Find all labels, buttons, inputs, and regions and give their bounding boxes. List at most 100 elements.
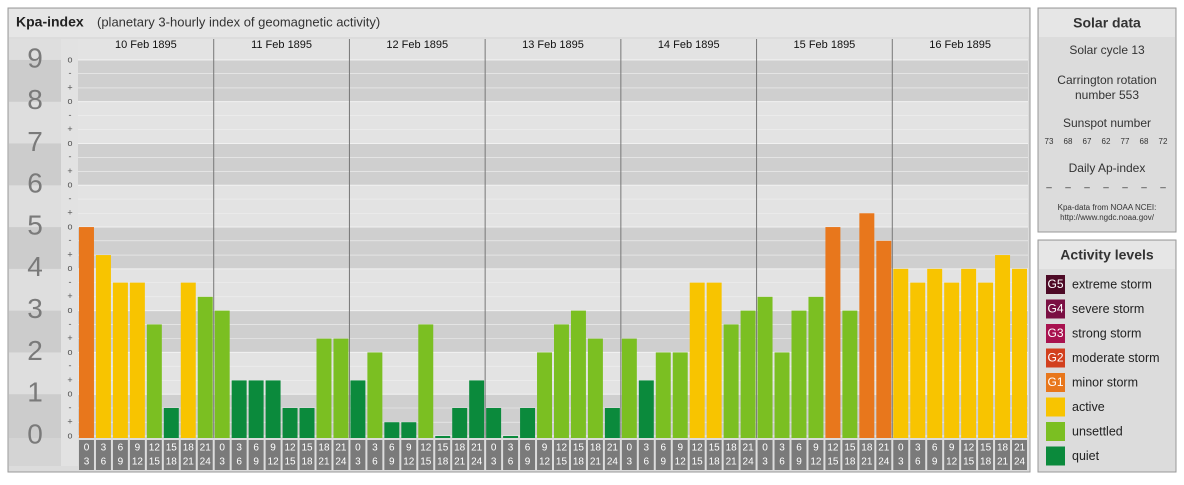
interval-cell <box>231 440 247 470</box>
interval-cell <box>978 440 994 470</box>
interval-cell <box>740 440 756 470</box>
interval-start: 15 <box>980 443 992 454</box>
bar <box>79 227 94 438</box>
interval-cell <box>95 440 111 470</box>
level-label: severe storm <box>1072 302 1144 316</box>
bar <box>316 338 332 438</box>
interval-cell <box>910 440 926 470</box>
interval-start: 18 <box>726 443 738 454</box>
interval-end: 9 <box>796 457 802 468</box>
sunspot-number: 77 <box>1121 137 1130 146</box>
interval-cell <box>537 440 552 470</box>
interval-end: 15 <box>149 457 161 468</box>
interval-end: 6 <box>644 457 650 468</box>
bar <box>672 352 688 438</box>
interval-cell <box>520 440 536 470</box>
bar <box>944 282 960 438</box>
minor-tick-label: - <box>69 361 72 371</box>
ap-value: – <box>1065 183 1071 194</box>
interval-end: 3 <box>491 457 497 468</box>
sunspot-number: 68 <box>1064 137 1073 146</box>
bar <box>418 324 434 438</box>
level-label: active <box>1072 400 1105 414</box>
bar <box>112 282 128 438</box>
source: Kpa-data from NOAA NCEI: <box>1058 203 1157 212</box>
bar <box>299 408 315 438</box>
bar <box>910 282 926 438</box>
level-code: G4 <box>1047 302 1063 316</box>
minor-tick-label: - <box>69 277 72 287</box>
interval-end: 9 <box>118 457 124 468</box>
day-label: 10 Feb 1895 <box>115 39 177 51</box>
minor-tick-label: + <box>67 208 72 218</box>
interval-cell <box>503 440 519 470</box>
interval-end: 21 <box>861 457 873 468</box>
interval-start: 9 <box>949 443 955 454</box>
interval-cell <box>638 440 654 470</box>
y-tick-label: 3 <box>27 293 43 324</box>
interval-start: 12 <box>827 443 839 454</box>
interval-cell <box>842 440 858 470</box>
minor-tick-label: - <box>69 68 72 78</box>
interval-end: 21 <box>454 457 466 468</box>
interval-end: 12 <box>810 457 822 468</box>
y-band <box>9 101 61 144</box>
y-tick-label: 7 <box>27 126 43 157</box>
bar <box>384 422 400 438</box>
interval-cell <box>469 440 485 470</box>
interval-end: 3 <box>762 457 768 468</box>
interval-end: 24 <box>200 457 212 468</box>
bar <box>757 296 773 438</box>
interval-end: 15 <box>692 457 704 468</box>
level-code: G3 <box>1047 326 1063 340</box>
y-band <box>9 143 61 186</box>
interval-end: 24 <box>1014 457 1026 468</box>
bar <box>621 338 637 438</box>
ap-value: – <box>1122 183 1128 194</box>
minor-tick-label: - <box>69 402 72 412</box>
solar-cycle: Solar cycle 13 <box>1069 43 1145 57</box>
y-band <box>9 39 61 60</box>
y-tick-label: 9 <box>27 42 43 73</box>
minor-tick-label: + <box>67 82 72 92</box>
y-tick-label: 1 <box>27 377 43 408</box>
level-swatch <box>1046 324 1065 343</box>
bar <box>129 282 145 438</box>
interval-start: 15 <box>709 443 721 454</box>
interval-start: 21 <box>607 443 619 454</box>
minor-tick-label: + <box>67 375 72 385</box>
interval-start: 15 <box>301 443 313 454</box>
interval-cell <box>112 440 128 470</box>
bar <box>808 296 824 438</box>
interval-cell <box>367 440 383 470</box>
interval-cell <box>265 440 281 470</box>
carrington: Carrington rotation <box>1057 73 1156 87</box>
minor-tick-label: + <box>67 166 72 176</box>
interval-cell <box>825 440 841 470</box>
interval-cell <box>944 440 960 470</box>
interval-start: 6 <box>389 443 395 454</box>
interval-cell <box>316 440 332 470</box>
interval-start: 15 <box>166 443 178 454</box>
interval-end: 6 <box>372 457 378 468</box>
interval-cell <box>774 440 790 470</box>
y-band <box>9 352 61 395</box>
interval-start: 9 <box>677 443 683 454</box>
interval-start: 0 <box>491 443 497 454</box>
bar <box>604 408 620 438</box>
day-label: 11 Feb 1895 <box>251 39 312 51</box>
interval-cell <box>79 440 94 470</box>
interval-end: 12 <box>403 457 415 468</box>
interval-cell <box>401 440 417 470</box>
bar <box>570 310 586 438</box>
interval-start: 9 <box>542 443 548 454</box>
minor-tick-label: + <box>67 124 72 134</box>
interval-end: 12 <box>946 457 958 468</box>
interval-cell <box>876 440 892 470</box>
interval-start: 21 <box>200 443 212 454</box>
y-band <box>9 59 61 102</box>
interval-start: 3 <box>101 443 107 454</box>
interval-cell <box>214 440 230 470</box>
bar <box>706 282 722 438</box>
title-bar <box>9 9 1029 37</box>
